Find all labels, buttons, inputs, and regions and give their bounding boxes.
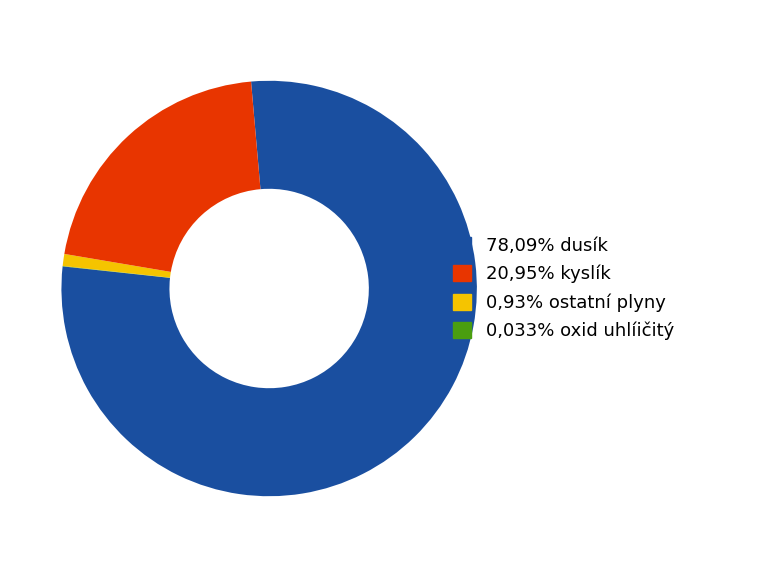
Wedge shape bbox=[62, 254, 171, 278]
Wedge shape bbox=[62, 81, 477, 496]
Wedge shape bbox=[62, 266, 170, 278]
Legend: 78,09% dusík, 20,95% kyslík, 0,93% ostatní plyny, 0,033% oxid uhlíičitý: 78,09% dusík, 20,95% kyslík, 0,93% ostat… bbox=[444, 228, 683, 349]
Wedge shape bbox=[65, 81, 261, 272]
